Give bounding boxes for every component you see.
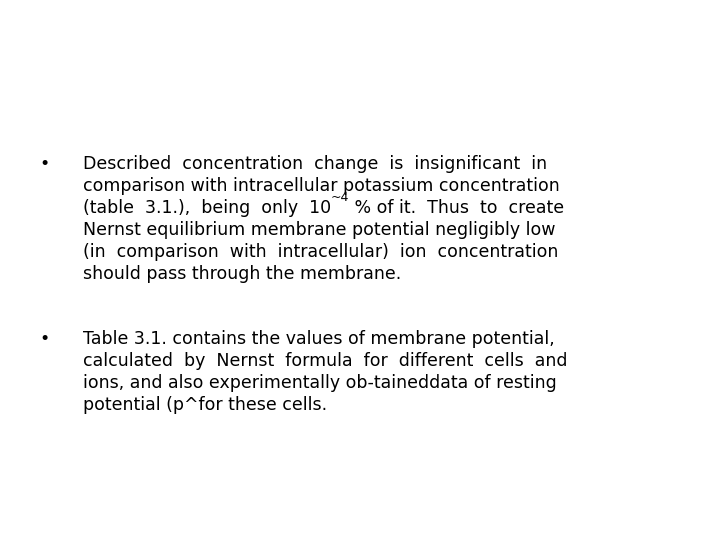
Text: •: •	[40, 155, 50, 173]
Text: ions, and also experimentally ob-taineddata of resting: ions, and also experimentally ob-tainedd…	[83, 374, 557, 392]
Text: calculated  by  Nernst  formula  for  different  cells  and: calculated by Nernst formula for differe…	[83, 352, 567, 370]
Text: •: •	[40, 330, 50, 348]
Text: Described  concentration  change  is  insignificant  in: Described concentration change is insign…	[83, 155, 547, 173]
Text: should pass through the membrane.: should pass through the membrane.	[83, 265, 401, 283]
Text: ~4: ~4	[331, 191, 349, 204]
Text: (table  3.1.),  being  only  10: (table 3.1.), being only 10	[83, 199, 331, 217]
Text: potential (p^for these cells.: potential (p^for these cells.	[83, 396, 327, 414]
Text: Nernst equilibrium membrane potential negligibly low: Nernst equilibrium membrane potential ne…	[83, 221, 555, 239]
Text: Table 3.1. contains the values of membrane potential,: Table 3.1. contains the values of membra…	[83, 330, 554, 348]
Text: (in  comparison  with  intracellular)  ion  concentration: (in comparison with intracellular) ion c…	[83, 243, 558, 261]
Text: % of it.  Thus  to  create: % of it. Thus to create	[349, 199, 564, 217]
Text: comparison with intracellular potassium concentration: comparison with intracellular potassium …	[83, 177, 559, 195]
Text: ~4: ~4	[331, 191, 349, 204]
